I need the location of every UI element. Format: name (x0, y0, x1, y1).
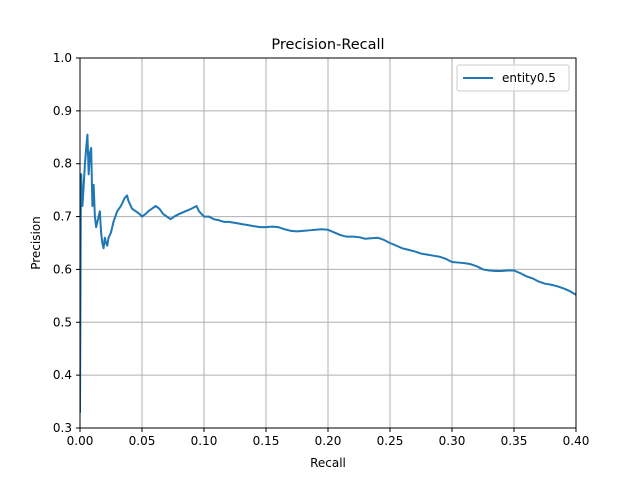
y-axis-ticks: 0.3 0.4 0.5 0.6 0.7 0.8 0.9 1.0 (53, 51, 80, 435)
y-tick-label: 0.7 (53, 210, 72, 224)
x-tick-label: 0.00 (67, 434, 94, 448)
y-tick-label: 1.0 (53, 51, 72, 65)
legend: entity0.5 (456, 64, 570, 92)
x-tick-label: 0.05 (129, 434, 156, 448)
x-tick-label: 0.25 (377, 434, 404, 448)
y-tick-label: 0.9 (53, 104, 72, 118)
x-tick-label: 0.10 (191, 434, 218, 448)
y-tick-label: 0.4 (53, 368, 72, 382)
y-tick-label: 0.3 (53, 421, 72, 435)
x-axis-ticks: 0.00 0.05 0.10 0.15 0.20 0.25 0.30 0.35 0.40 (67, 428, 590, 448)
legend-label: entity0.5 (502, 71, 556, 85)
series-line-entity0-5 (80, 133, 576, 414)
y-axis-label: Precision (29, 216, 43, 270)
x-tick-label: 0.40 (563, 434, 590, 448)
plot-area (80, 133, 576, 414)
legend-box (456, 64, 570, 92)
chart-title: Precision-Recall (271, 37, 384, 53)
y-tick-label: 0.5 (53, 315, 72, 329)
y-tick-label: 0.8 (53, 157, 72, 171)
x-tick-label: 0.15 (253, 434, 280, 448)
x-tick-label: 0.30 (439, 434, 466, 448)
x-axis-label: Recall (310, 456, 346, 470)
y-tick-label: 0.6 (53, 262, 72, 276)
x-tick-label: 0.20 (315, 434, 342, 448)
x-tick-label: 0.35 (501, 434, 528, 448)
